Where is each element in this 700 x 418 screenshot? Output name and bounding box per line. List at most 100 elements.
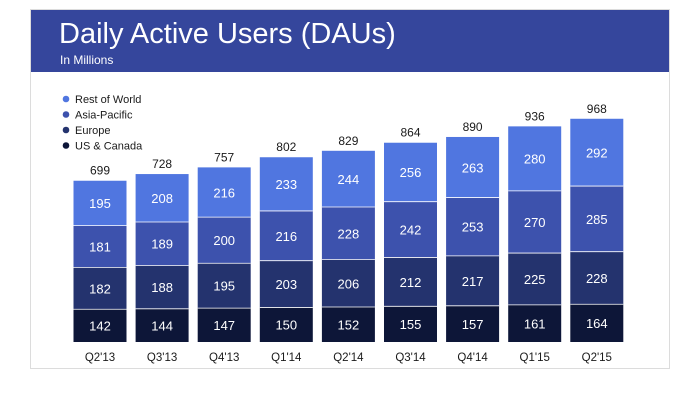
legend-label-europe: Europe bbox=[75, 125, 110, 137]
legend-marker-asia-pacific bbox=[62, 111, 70, 118]
x-tick-label: Q1'15 bbox=[520, 352, 550, 364]
data-label: 242 bbox=[400, 223, 422, 238]
data-label: 244 bbox=[338, 172, 360, 187]
data-label: 263 bbox=[462, 160, 484, 175]
bar-segment-europe bbox=[446, 255, 500, 306]
legend-label-us-canada: US & Canada bbox=[75, 141, 143, 153]
data-label: 217 bbox=[462, 274, 484, 289]
data-label: 189 bbox=[151, 237, 173, 252]
data-label: 200 bbox=[213, 233, 235, 248]
bar-segment-europe bbox=[197, 263, 251, 309]
data-label: 225 bbox=[524, 272, 546, 287]
data-label: 144 bbox=[151, 318, 173, 333]
data-label: 155 bbox=[400, 317, 422, 332]
bar-segment-asia-pacific bbox=[259, 210, 313, 261]
bar-segment-us-canada bbox=[384, 306, 437, 342]
data-label: 157 bbox=[462, 317, 484, 332]
x-tick-label: Q3'13 bbox=[147, 352, 177, 364]
x-axis-labels: Q2'13 Q3'13 Q4'13 Q1'14 Q2'14 Q3'14 Q4'14 Q1'15… bbox=[85, 352, 612, 364]
bar-segment-europe bbox=[135, 265, 189, 309]
chart-slide: Daily Active Users (DAUs) In Millions Re… bbox=[30, 9, 670, 369]
bar-segment-asia-pacific bbox=[135, 221, 189, 266]
x-tick-label: Q2'14 bbox=[333, 352, 364, 364]
bar-segment-asia-pacific bbox=[446, 197, 500, 256]
bar-segment-europe bbox=[384, 257, 437, 307]
data-label: 161 bbox=[524, 316, 546, 331]
bar-segment-europe bbox=[570, 251, 624, 305]
data-label: 208 bbox=[151, 191, 173, 206]
bar-segment-us-canada bbox=[135, 308, 189, 342]
data-label: 256 bbox=[400, 165, 422, 180]
bar-segment-asia-pacific bbox=[508, 190, 562, 254]
data-label: 206 bbox=[338, 276, 360, 291]
data-label: 164 bbox=[586, 316, 608, 331]
data-label: 212 bbox=[400, 275, 422, 290]
bar-segment-rest-of-world bbox=[446, 136, 500, 198]
x-tick-label: Q4'14 bbox=[457, 352, 488, 364]
data-label: 147 bbox=[213, 318, 235, 333]
legend-marker-europe bbox=[62, 126, 70, 134]
bar-segment-asia-pacific bbox=[384, 201, 437, 258]
data-label: 253 bbox=[462, 220, 484, 235]
bar-segment-rest-of-world bbox=[197, 167, 251, 218]
bar-segment-asia-pacific bbox=[197, 217, 251, 264]
data-label: 152 bbox=[338, 317, 360, 332]
x-tick-label: Q2'13 bbox=[85, 352, 115, 364]
total-label: 802 bbox=[276, 140, 296, 154]
bar-segment-asia-pacific bbox=[73, 225, 127, 268]
bar-segment-us-canada bbox=[259, 307, 313, 342]
legend-label-rest-of-world: Rest of World bbox=[75, 94, 141, 106]
legend: Rest of World Asia-Pacific Europe US & Cana… bbox=[62, 94, 143, 153]
bar-segment-us-canada bbox=[197, 308, 251, 342]
data-label: 280 bbox=[524, 152, 546, 167]
data-label: 228 bbox=[338, 226, 360, 241]
legend-marker-us-canada bbox=[62, 142, 70, 149]
x-tick-label: Q4'13 bbox=[209, 352, 239, 364]
bar-segment-us-canada bbox=[508, 304, 562, 342]
x-tick-label: Q3'14 bbox=[395, 352, 426, 364]
legend-marker-rest-of-world bbox=[62, 95, 70, 103]
bar-segment-rest-of-world bbox=[570, 118, 624, 187]
bar-segment-rest-of-world bbox=[259, 157, 313, 211]
data-label: 233 bbox=[275, 177, 297, 192]
data-label: 270 bbox=[524, 215, 546, 230]
data-label: 195 bbox=[89, 196, 111, 211]
bar-segment-rest-of-world bbox=[135, 174, 189, 222]
data-label: 292 bbox=[586, 145, 608, 160]
bar-segment-asia-pacific bbox=[321, 207, 375, 260]
data-label: 195 bbox=[213, 279, 235, 294]
total-label: 829 bbox=[338, 134, 358, 148]
total-label: 757 bbox=[214, 150, 234, 164]
total-label: 936 bbox=[525, 109, 545, 123]
bar-segment-us-canada bbox=[321, 306, 375, 342]
chart-title: Daily Active Users (DAUs) bbox=[59, 18, 396, 50]
total-label: 864 bbox=[400, 126, 420, 140]
bar-segment-rest-of-world bbox=[508, 126, 562, 191]
total-label: 699 bbox=[90, 164, 110, 178]
bar-segment-europe bbox=[508, 253, 562, 305]
bar-segment-europe bbox=[321, 259, 375, 307]
bar-segment-rest-of-world bbox=[73, 180, 127, 226]
data-label: 182 bbox=[89, 281, 111, 296]
data-label: 216 bbox=[213, 185, 235, 200]
bar-segment-rest-of-world bbox=[384, 142, 437, 202]
bar-segment-us-canada bbox=[73, 309, 127, 342]
bar-segment-us-canada bbox=[570, 304, 624, 342]
bar-segment-rest-of-world bbox=[321, 150, 375, 208]
bars: 142 182 181 195 699 144 188 189 208 728 147 195 200 2… bbox=[73, 102, 624, 342]
data-label: 142 bbox=[89, 319, 111, 334]
data-label: 181 bbox=[89, 240, 111, 255]
data-label: 228 bbox=[586, 271, 608, 286]
bar-segment-asia-pacific bbox=[570, 186, 624, 252]
data-label: 285 bbox=[586, 212, 608, 227]
data-label: 150 bbox=[275, 318, 297, 333]
legend-label-asia-pacific: Asia-Pacific bbox=[75, 110, 133, 122]
total-label: 728 bbox=[152, 157, 172, 171]
total-label: 890 bbox=[463, 120, 483, 134]
bar-segment-us-canada bbox=[446, 305, 500, 342]
chart-subtitle: In Millions bbox=[60, 53, 114, 67]
bar-segment-europe bbox=[73, 267, 127, 310]
data-label: 216 bbox=[275, 229, 297, 244]
title-banner: Daily Active Users (DAUs) In Millions bbox=[31, 10, 669, 72]
stacked-bar-chart: Rest of World Asia-Pacific Europe US & Cana… bbox=[62, 94, 624, 364]
